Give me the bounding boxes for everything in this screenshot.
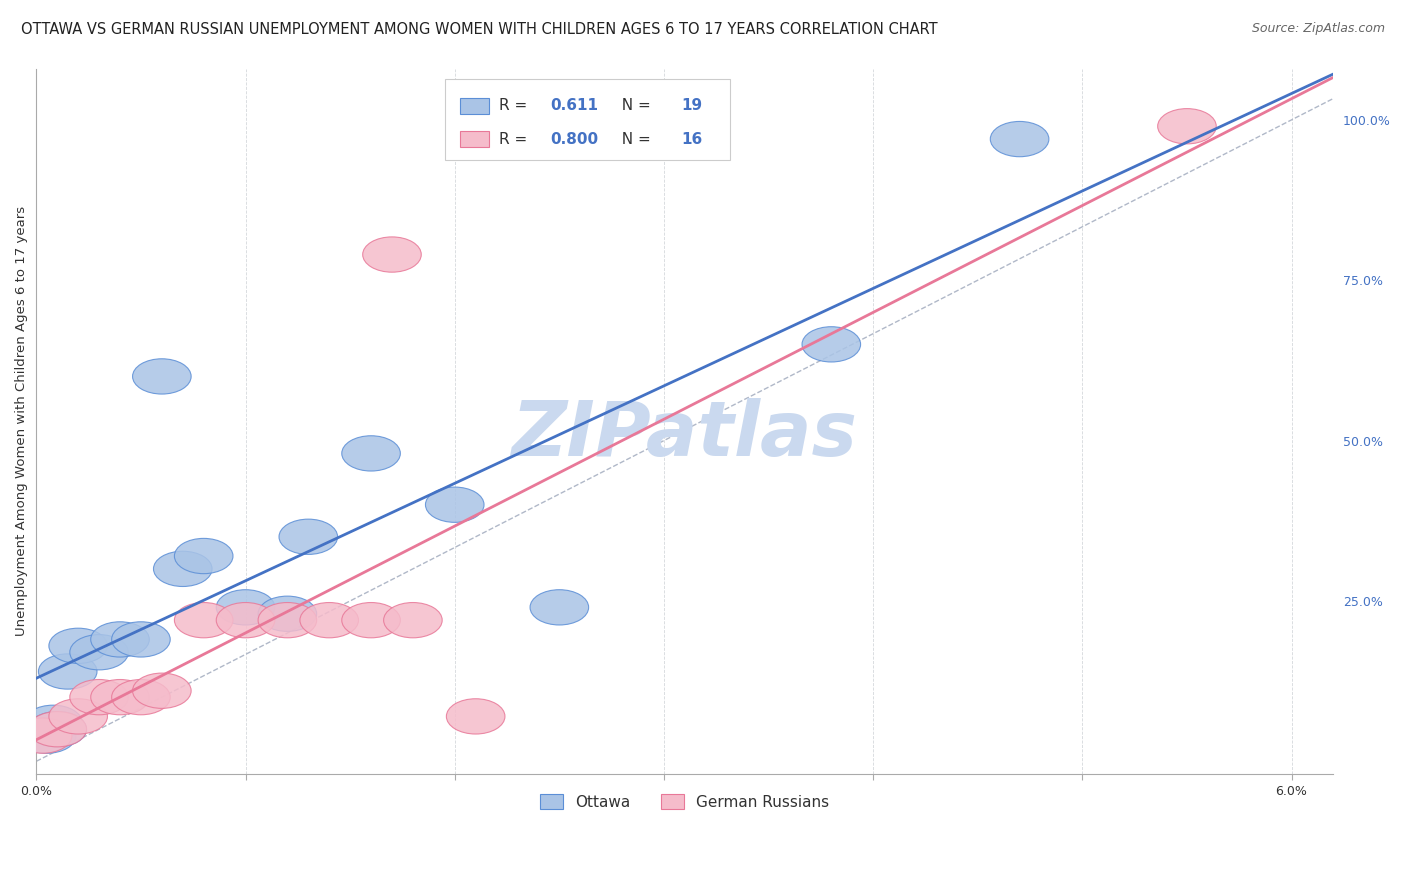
Ellipse shape bbox=[17, 718, 76, 753]
Ellipse shape bbox=[49, 628, 107, 664]
Ellipse shape bbox=[70, 680, 128, 714]
Ellipse shape bbox=[217, 602, 274, 638]
Ellipse shape bbox=[801, 326, 860, 362]
FancyBboxPatch shape bbox=[444, 79, 730, 161]
Ellipse shape bbox=[91, 622, 149, 657]
Ellipse shape bbox=[38, 654, 97, 690]
Ellipse shape bbox=[28, 712, 87, 747]
Ellipse shape bbox=[426, 487, 484, 523]
Ellipse shape bbox=[132, 673, 191, 708]
Text: R =: R = bbox=[499, 132, 533, 146]
Ellipse shape bbox=[174, 539, 233, 574]
Text: N =: N = bbox=[612, 132, 655, 146]
Ellipse shape bbox=[28, 712, 87, 747]
Ellipse shape bbox=[70, 634, 128, 670]
Ellipse shape bbox=[530, 590, 589, 625]
Text: 16: 16 bbox=[681, 132, 702, 146]
Legend: Ottawa, German Russians: Ottawa, German Russians bbox=[534, 788, 835, 816]
Text: 19: 19 bbox=[681, 98, 702, 113]
Text: N =: N = bbox=[612, 98, 655, 113]
Ellipse shape bbox=[111, 622, 170, 657]
Text: R =: R = bbox=[499, 98, 533, 113]
Ellipse shape bbox=[278, 519, 337, 555]
Ellipse shape bbox=[446, 698, 505, 734]
Ellipse shape bbox=[132, 359, 191, 394]
Text: 0.800: 0.800 bbox=[550, 132, 598, 146]
Ellipse shape bbox=[342, 436, 401, 471]
Text: Source: ZipAtlas.com: Source: ZipAtlas.com bbox=[1251, 22, 1385, 36]
Text: 0.611: 0.611 bbox=[550, 98, 598, 113]
Ellipse shape bbox=[259, 602, 316, 638]
FancyBboxPatch shape bbox=[461, 131, 489, 147]
Ellipse shape bbox=[259, 596, 316, 632]
Ellipse shape bbox=[342, 602, 401, 638]
Text: ZIPatlas: ZIPatlas bbox=[512, 399, 858, 473]
Ellipse shape bbox=[153, 551, 212, 587]
Ellipse shape bbox=[174, 602, 233, 638]
FancyBboxPatch shape bbox=[461, 98, 489, 113]
Y-axis label: Unemployment Among Women with Children Ages 6 to 17 years: Unemployment Among Women with Children A… bbox=[15, 206, 28, 636]
Ellipse shape bbox=[990, 121, 1049, 157]
Ellipse shape bbox=[13, 718, 72, 753]
Ellipse shape bbox=[217, 590, 274, 625]
Text: OTTAWA VS GERMAN RUSSIAN UNEMPLOYMENT AMONG WOMEN WITH CHILDREN AGES 6 TO 17 YEA: OTTAWA VS GERMAN RUSSIAN UNEMPLOYMENT AM… bbox=[21, 22, 938, 37]
Ellipse shape bbox=[24, 706, 83, 740]
Ellipse shape bbox=[384, 602, 443, 638]
Ellipse shape bbox=[91, 680, 149, 714]
Ellipse shape bbox=[299, 602, 359, 638]
Ellipse shape bbox=[111, 680, 170, 714]
Ellipse shape bbox=[49, 698, 107, 734]
Ellipse shape bbox=[1157, 109, 1216, 144]
Ellipse shape bbox=[363, 237, 422, 272]
